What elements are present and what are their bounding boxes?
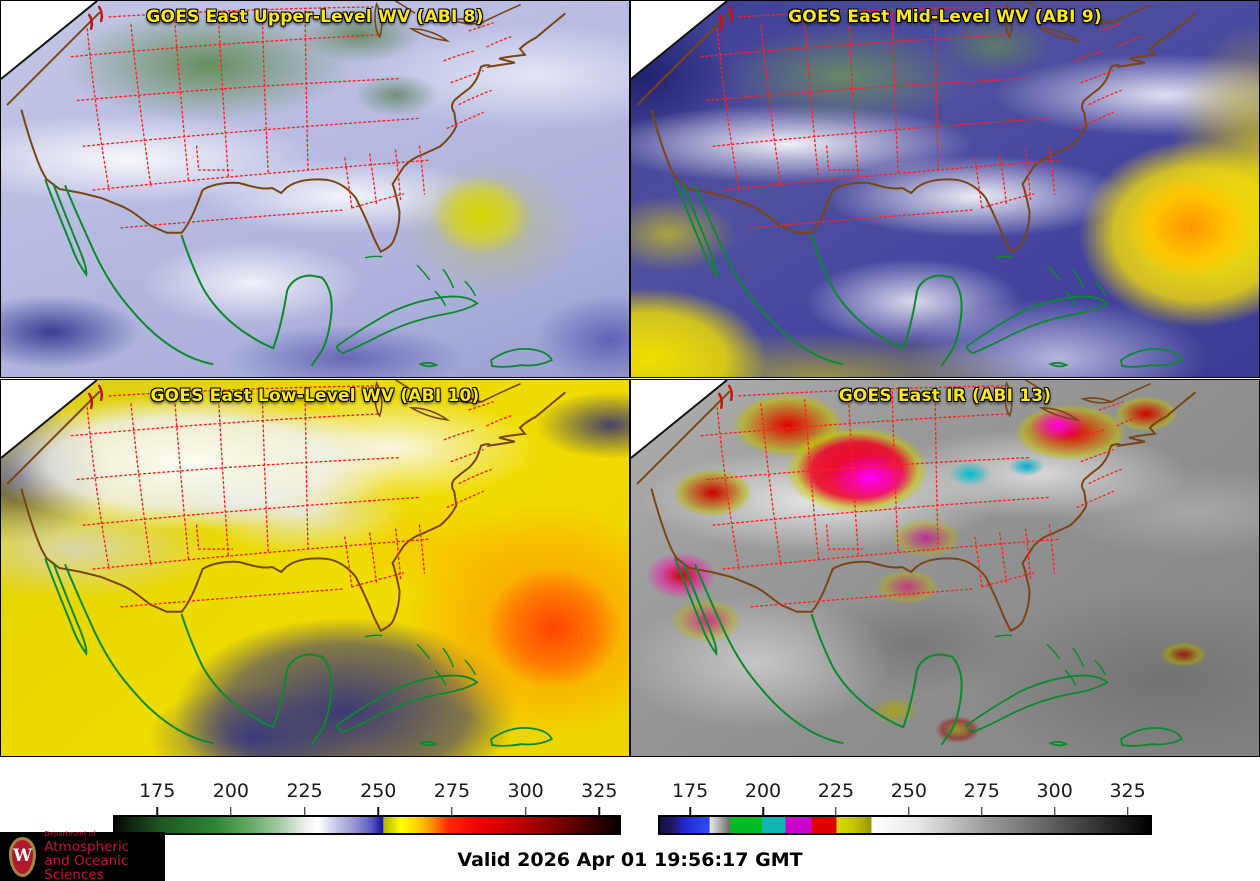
colorbar-tick-label: 250 <box>890 780 927 802</box>
colorbar-wv-gradient <box>113 815 621 835</box>
panel-ir: GOES East IR (ABI 13) <box>630 379 1260 757</box>
colorbar-ir: 175 200 225 250 275 300 325 <box>658 760 1152 838</box>
uw-aos-logo: W Department of Atmospheric and Oceanic … <box>0 829 165 881</box>
colorbar-tick-mark <box>303 807 306 815</box>
uw-crest-monogram: W <box>13 846 33 866</box>
colorbar-ir-gradient <box>658 815 1152 835</box>
colorbar-tick-label: 250 <box>360 780 397 802</box>
colorbar-tick-mark <box>156 807 158 815</box>
satellite-image-upper-wv <box>1 1 629 377</box>
colorbar-tick-label: 200 <box>212 780 250 802</box>
uw-crest-icon: W <box>9 836 37 877</box>
colorbar-tick-mark <box>762 807 764 815</box>
colorbar-wv: 175 200 225 250 275 300 325 <box>113 760 621 838</box>
panel-low-level-wv: GOES East Low-Level WV (ABI 10) <box>0 379 630 757</box>
logo-line1: Atmospheric <box>44 838 130 855</box>
colorbar-tick-label: 300 <box>507 780 544 802</box>
panel-title-upper-wv: GOES East Upper-Level WV (ABI 8) <box>146 7 484 27</box>
panel-mid-level-wv: GOES East Mid-Level WV (ABI 9) <box>630 0 1260 378</box>
colorbar-wv-tickmarks <box>113 807 617 815</box>
colorbar-tick-mark <box>908 807 910 815</box>
panel-title-low-wv: GOES East Low-Level WV (ABI 10) <box>150 386 480 406</box>
map-boundaries-overlay <box>636 1 1196 368</box>
colorbar-tick-label: 175 <box>671 780 709 802</box>
logo-line2: and Oceanic Sciences <box>44 853 129 881</box>
colorbar-tick-mark <box>1126 807 1129 815</box>
map-boundaries-overlay <box>6 380 566 747</box>
colorbar-tick-mark <box>1053 807 1056 815</box>
colorbar-tick-label: 325 <box>1109 780 1146 802</box>
map-boundaries-overlay <box>6 1 566 368</box>
colorbar-tick-label: 200 <box>744 780 782 802</box>
colorbar-tick-label: 175 <box>139 780 176 802</box>
panel-upper-level-wv: GOES East Upper-Level WV (ABI 8) <box>0 0 630 378</box>
logo-department-label: Department of <box>44 829 96 838</box>
panel-title-ir: GOES East IR (ABI 13) <box>838 386 1052 406</box>
colorbar-tick-mark <box>230 807 232 815</box>
colorbar-tick-mark <box>689 807 691 815</box>
colorbar-tick-label: 225 <box>286 780 323 802</box>
colorbar-tick-mark <box>980 807 983 815</box>
colorbar-tick-label: 275 <box>963 780 1000 802</box>
valid-time-label: Valid 2026 Apr 01 19:56:17 GMT <box>457 849 803 871</box>
colorbar-ir-tickmarks <box>658 807 1148 815</box>
map-boundaries-overlay <box>636 380 1196 747</box>
colorbar-tick-label: 225 <box>817 780 855 802</box>
colorbar-tick-label: 275 <box>433 780 471 802</box>
colorbar-tick-label: 325 <box>581 780 618 802</box>
colorbar-tick-mark <box>377 807 379 815</box>
panel-title-mid-wv: GOES East Mid-Level WV (ABI 9) <box>788 7 1102 27</box>
colorbar-tick-mark <box>451 807 453 815</box>
colorbar-tick-label: 300 <box>1036 780 1073 802</box>
colorbar-tick-mark <box>598 807 601 815</box>
satellite-image-ir <box>631 380 1259 756</box>
satellite-image-mid-wv <box>631 1 1259 377</box>
colorbar-tick-mark <box>524 807 527 815</box>
colorbar-ir-labels: 175 200 225 250 275 300 325 <box>658 780 1148 804</box>
colorbar-wv-labels: 175 200 225 250 275 300 325 <box>113 780 617 804</box>
satellite-image-low-wv <box>1 380 629 756</box>
logo-text: Department of Atmospheric and Oceanic Sc… <box>44 829 165 881</box>
colorbar-tick-mark <box>835 807 837 815</box>
